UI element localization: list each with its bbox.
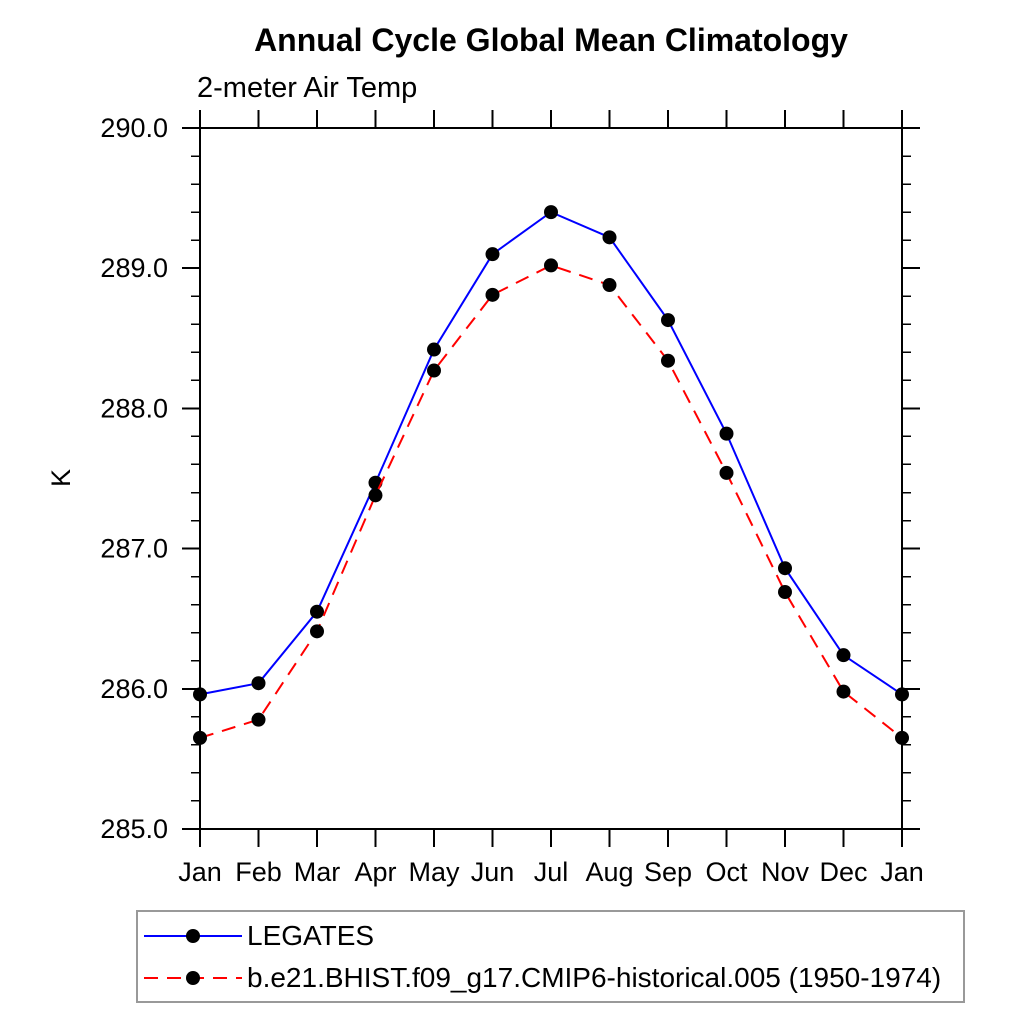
x-tick-label: Dec — [819, 857, 867, 887]
legend-sample-marker — [186, 970, 200, 985]
data-point — [310, 604, 324, 619]
y-tick-label: 289.0 — [100, 253, 168, 283]
data-point — [251, 676, 266, 691]
legend-row-model: b.e21.BHIST.f09_g17.CMIP6-historical.005… — [138, 958, 963, 998]
data-point — [895, 687, 909, 702]
legend-sample-marker — [186, 928, 200, 943]
data-point — [719, 465, 734, 480]
x-tick-label: Feb — [235, 857, 282, 887]
x-tick-label: Apr — [354, 857, 396, 887]
chart-subtitle: 2-meter Air Temp — [197, 72, 418, 104]
x-tick-label: Jul — [534, 857, 569, 887]
data-point — [368, 488, 383, 503]
y-tick-label: 286.0 — [100, 674, 168, 704]
y-axis-title: K — [46, 469, 76, 487]
legend-row-legates: LEGATES — [138, 916, 963, 956]
data-point — [836, 648, 851, 663]
data-point — [544, 258, 558, 273]
legend-line-sample-solid — [144, 928, 242, 943]
x-tick-label: Jun — [471, 857, 515, 887]
series-line-0 — [199, 210, 903, 696]
legend-label: b.e21.BHIST.f09_g17.CMIP6-historical.005… — [247, 961, 942, 993]
x-tick-label: Aug — [585, 857, 633, 887]
data-point — [719, 426, 734, 441]
x-tick-label: Jan — [178, 857, 222, 887]
x-tick-label: Jan — [880, 857, 924, 887]
x-tick-label: Mar — [294, 857, 341, 887]
data-point — [778, 585, 792, 600]
y-tick-label: 290.0 — [100, 113, 168, 143]
data-point — [895, 730, 909, 745]
series-line-1 — [199, 264, 903, 739]
data-point — [193, 687, 207, 702]
data-point — [836, 684, 851, 699]
data-point — [427, 342, 441, 357]
x-tick-label: Oct — [705, 857, 748, 887]
legend-box: LEGATES b.e21.BHIST.f09_g17.CMIP6-histor… — [136, 910, 965, 1003]
data-point — [602, 230, 617, 245]
data-point — [485, 247, 500, 262]
data-point — [251, 712, 266, 727]
x-tick-label: May — [408, 857, 460, 887]
x-tick-label: Nov — [761, 857, 810, 887]
data-point — [661, 313, 675, 328]
data-point — [427, 363, 441, 378]
data-point — [193, 730, 207, 745]
y-tick-label: 287.0 — [100, 534, 168, 564]
y-tick-label: 285.0 — [100, 814, 168, 844]
data-point — [602, 278, 617, 293]
legend-line-sample-dashed — [144, 970, 242, 985]
chart-title: Annual Cycle Global Mean Climatology — [254, 22, 848, 58]
data-point — [310, 624, 324, 639]
legend-label: LEGATES — [247, 919, 375, 951]
data-point — [485, 287, 500, 302]
x-tick-label: Sep — [644, 857, 692, 887]
data-point — [661, 353, 675, 368]
data-point — [778, 561, 792, 576]
y-tick-label: 288.0 — [100, 393, 168, 423]
data-point — [544, 205, 558, 220]
